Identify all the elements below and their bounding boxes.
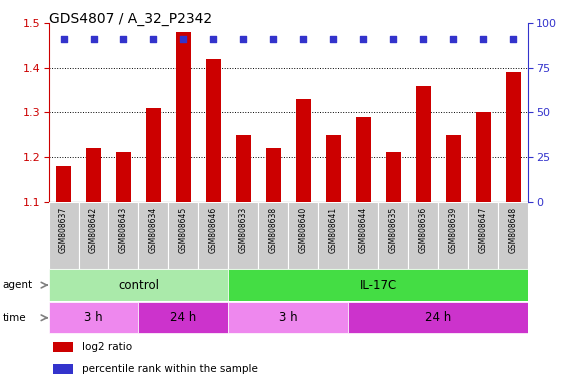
Point <box>239 36 248 42</box>
Bar <box>116 152 131 202</box>
Bar <box>176 32 191 202</box>
Text: 24 h: 24 h <box>170 311 196 324</box>
Text: 3 h: 3 h <box>84 311 103 324</box>
Bar <box>468 202 498 269</box>
Bar <box>56 166 71 202</box>
Bar <box>228 202 259 269</box>
Point <box>119 36 128 42</box>
Point <box>389 36 398 42</box>
Bar <box>446 135 461 202</box>
Bar <box>228 270 528 301</box>
Text: percentile rank within the sample: percentile rank within the sample <box>82 364 258 374</box>
Bar <box>146 108 161 202</box>
Bar <box>379 202 408 269</box>
Text: GSM808646: GSM808646 <box>209 207 218 253</box>
Text: agent: agent <box>3 280 33 290</box>
Point <box>509 36 518 42</box>
Bar <box>319 202 348 269</box>
Bar <box>288 202 319 269</box>
Text: IL-17C: IL-17C <box>360 279 397 291</box>
Point <box>329 36 338 42</box>
Bar <box>348 302 528 333</box>
Text: GSM808640: GSM808640 <box>299 207 308 253</box>
Bar <box>206 59 221 202</box>
Text: GSM808645: GSM808645 <box>179 207 188 253</box>
Text: GSM808638: GSM808638 <box>269 207 278 253</box>
Text: GSM808641: GSM808641 <box>329 207 338 253</box>
Bar <box>326 135 341 202</box>
Bar <box>86 148 101 202</box>
Text: GDS4807 / A_32_P2342: GDS4807 / A_32_P2342 <box>49 12 212 25</box>
Bar <box>296 99 311 202</box>
Text: 3 h: 3 h <box>279 311 297 324</box>
Bar <box>228 302 348 333</box>
Text: GSM808648: GSM808648 <box>509 207 518 253</box>
Bar <box>498 202 528 269</box>
Point <box>179 36 188 42</box>
Bar <box>386 152 401 202</box>
Bar <box>49 302 138 333</box>
Point <box>209 36 218 42</box>
Point <box>59 36 68 42</box>
Point <box>359 36 368 42</box>
Text: GSM808644: GSM808644 <box>359 207 368 253</box>
Point <box>89 36 98 42</box>
Bar <box>138 302 228 333</box>
Text: GSM808642: GSM808642 <box>89 207 98 253</box>
Bar <box>199 202 228 269</box>
Text: GSM808635: GSM808635 <box>389 207 398 253</box>
Bar <box>348 202 379 269</box>
Bar <box>259 202 288 269</box>
Point <box>299 36 308 42</box>
Bar <box>506 72 521 202</box>
Text: GSM808647: GSM808647 <box>478 207 488 253</box>
Bar <box>476 113 490 202</box>
Point <box>149 36 158 42</box>
Text: log2 ratio: log2 ratio <box>82 342 132 352</box>
Text: GSM808634: GSM808634 <box>149 207 158 253</box>
Bar <box>49 202 79 269</box>
Bar <box>108 202 138 269</box>
Bar <box>266 148 281 202</box>
Text: GSM808636: GSM808636 <box>419 207 428 253</box>
Bar <box>139 202 168 269</box>
Bar <box>236 135 251 202</box>
Bar <box>79 202 108 269</box>
Point <box>419 36 428 42</box>
Text: GSM808639: GSM808639 <box>449 207 458 253</box>
Bar <box>416 86 431 202</box>
Bar <box>356 117 371 202</box>
Text: GSM808637: GSM808637 <box>59 207 68 253</box>
Bar <box>49 270 228 301</box>
Point <box>478 36 488 42</box>
Bar <box>168 202 199 269</box>
Bar <box>408 202 439 269</box>
Text: control: control <box>118 279 159 291</box>
Bar <box>53 342 73 352</box>
Text: time: time <box>3 313 26 323</box>
Text: 24 h: 24 h <box>425 311 451 324</box>
Point <box>449 36 458 42</box>
Bar <box>439 202 468 269</box>
Text: GSM808633: GSM808633 <box>239 207 248 253</box>
Bar <box>53 364 73 374</box>
Text: GSM808643: GSM808643 <box>119 207 128 253</box>
Point <box>269 36 278 42</box>
